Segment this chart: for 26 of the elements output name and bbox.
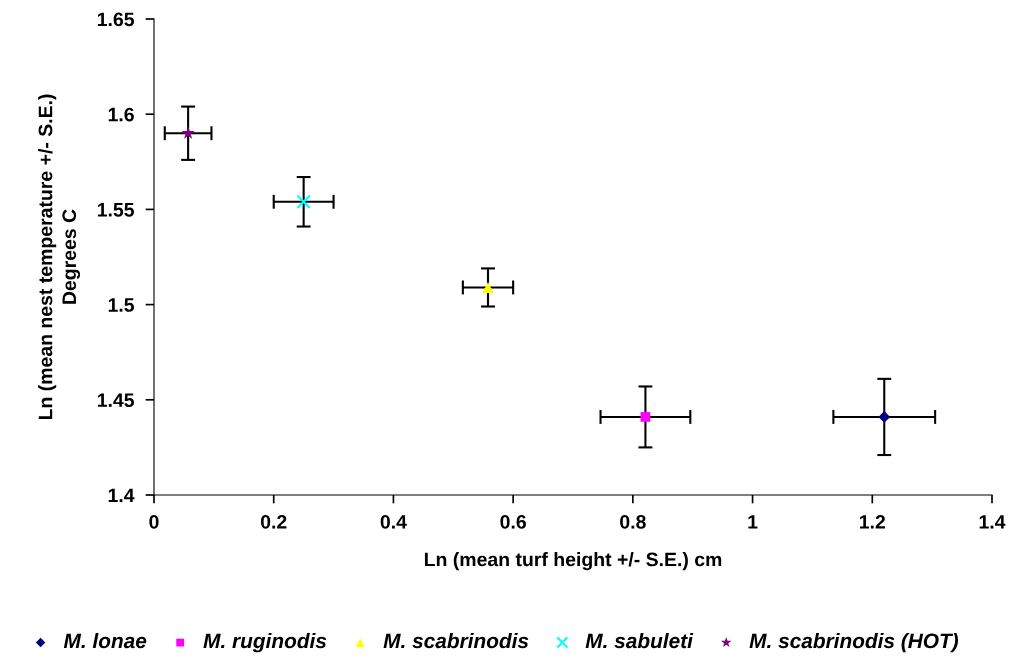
point <box>296 194 311 210</box>
x-tick-label: 0.2 <box>260 514 287 529</box>
y-tick-label: 1.4 <box>108 488 135 503</box>
point <box>878 411 891 423</box>
y-axis-title: Ln (mean nest temperature +/- S.E.) Degrees C <box>38 94 81 420</box>
x-axis-title: Ln (mean turf height +/- S.E.) cm <box>424 552 722 571</box>
y-tick-label: 1.5 <box>108 298 135 312</box>
y-tick-label: 1.45 <box>97 393 135 408</box>
legend-label: M. sabuleti <box>585 632 694 649</box>
y-tick-label: 1.55 <box>97 203 135 217</box>
y-tick-label: 1.6 <box>108 107 134 122</box>
x-tick-label: 1 <box>748 515 758 529</box>
legend-label: M. lonae <box>63 632 147 649</box>
x-tick-label: 0.6 <box>500 514 526 529</box>
legend-label: M. scabrinodis (HOT) <box>749 632 959 653</box>
x-tick-label: 0.8 <box>620 514 646 529</box>
point <box>482 281 494 294</box>
legend-label: M. scabrinodis <box>383 632 529 649</box>
x-tick-label: 0 <box>149 514 159 529</box>
x-tick-label: 1.4 <box>979 515 1006 529</box>
y-tick-label: 1.65 <box>97 12 135 27</box>
point <box>181 126 195 139</box>
legend-label: M. ruginodis <box>203 632 327 653</box>
x-tick-label: 1.2 <box>860 514 886 529</box>
x-tick-label: 0.4 <box>380 514 407 529</box>
point <box>640 412 651 422</box>
